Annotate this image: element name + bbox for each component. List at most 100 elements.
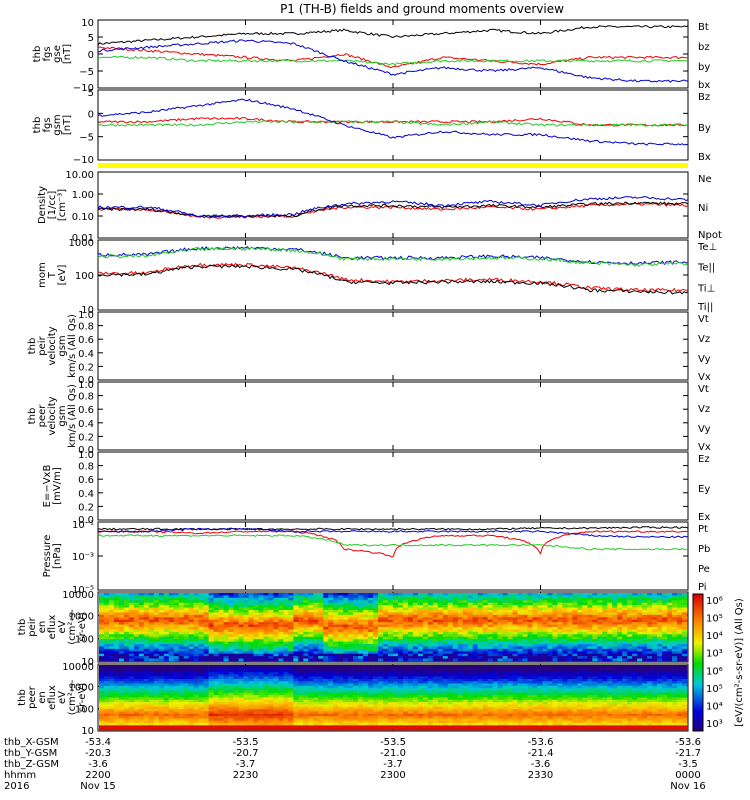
spectrogram-cell: [99, 713, 105, 717]
spectrogram-cell: [517, 612, 523, 616]
spectrogram-cell: [652, 612, 658, 616]
spectrogram-cell: [517, 651, 523, 655]
spectrogram-cell: [183, 671, 189, 675]
spectrogram-cell: [462, 593, 469, 596]
y-axis-label: (cm²-s-: [67, 679, 78, 715]
spectrogram-cell: [228, 720, 234, 724]
spectrogram-cell: [338, 619, 344, 623]
legend-item: Bz: [698, 92, 710, 103]
spectrogram-cell: [647, 602, 653, 606]
spectrogram-cell: [647, 636, 653, 640]
spectrogram-cell: [113, 681, 120, 684]
spectrogram-cell: [497, 627, 503, 630]
spectrogram-cell: [298, 646, 304, 650]
spectrogram-cell: [238, 685, 244, 689]
spectrogram-cell: [268, 629, 274, 633]
spectrogram-cell: [422, 617, 429, 621]
spectrogram-cell: [422, 641, 429, 645]
spectrogram-cell: [427, 610, 434, 613]
spectrogram-cell: [148, 725, 155, 728]
spectrogram-cell: [477, 651, 483, 655]
spectrogram-cell: [383, 593, 389, 596]
spectrogram-cell: [333, 634, 339, 638]
spectrogram-cell: [602, 593, 608, 596]
spectrogram-cell: [662, 627, 668, 630]
spectrogram-cell: [437, 653, 444, 657]
spectrogram-cell: [333, 651, 339, 655]
spectrogram-cell: [128, 692, 135, 696]
spectrogram-cell: [602, 617, 608, 621]
spectrogram-cell: [213, 706, 219, 710]
y-axis-label: fgs: [42, 46, 53, 61]
spectrogram-cell: [113, 627, 120, 630]
spectrogram-cell: [278, 597, 284, 601]
spectrogram-cell: [238, 692, 244, 696]
spectrogram-cell: [667, 646, 673, 650]
spectrogram-cell: [432, 605, 439, 608]
spectrogram-cell: [128, 595, 135, 599]
spectrogram-cell: [592, 631, 598, 635]
spectrogram-cell: [288, 683, 294, 687]
spectrogram-cell: [173, 617, 180, 621]
spectrogram-cell: [203, 631, 209, 635]
spectrogram-cell: [502, 602, 508, 606]
spectrogram-cell: [552, 597, 558, 601]
spectrogram-cell: [492, 653, 498, 657]
spectrogram-cell: [198, 671, 204, 675]
spectrogram-cell: [667, 634, 673, 638]
spectrogram-cell: [103, 634, 110, 638]
spectrogram-cell: [532, 627, 538, 630]
spectrogram-cell: [238, 690, 244, 694]
spectrogram-cell: [582, 617, 588, 621]
spectrogram-cell: [328, 612, 334, 616]
spectrogram-cell: [278, 674, 284, 677]
spectrogram-cell: [622, 644, 628, 647]
spectrogram-cell: [183, 723, 189, 726]
spectrogram-cell: [402, 593, 409, 596]
spectrogram-cell: [263, 711, 269, 715]
spectrogram-cell: [667, 619, 673, 623]
spectrogram-cell: [343, 595, 349, 599]
spectrogram-cell: [412, 631, 419, 635]
spectrogram-cell: [238, 648, 244, 652]
spectrogram-cell: [313, 706, 319, 710]
spectrogram-cell: [153, 709, 160, 712]
spectrogram-cell: [462, 641, 469, 645]
spectrogram-cell: [238, 711, 244, 715]
spectrogram-cell: [318, 678, 324, 682]
series-line-Pi: [97, 527, 689, 539]
spectrogram-cell: [248, 593, 254, 596]
spectrogram-cell: [402, 641, 409, 645]
spectrogram-cell: [103, 702, 110, 705]
spectrogram-cell: [298, 634, 304, 638]
spectrogram-cell: [567, 607, 573, 611]
spectrogram-cell: [552, 624, 558, 628]
spectrogram-cell: [218, 629, 224, 633]
spectrogram-cell: [118, 699, 125, 703]
spectrogram-cell: [308, 683, 314, 687]
spectrogram-cell: [682, 627, 688, 630]
spectrogram-cell: [158, 600, 165, 604]
spectrogram-cell: [622, 612, 628, 616]
spectrogram-cell: [153, 678, 160, 682]
spectrogram-cell: [103, 692, 110, 696]
spectrogram-cell: [497, 641, 503, 645]
spectrogram-cell: [208, 605, 214, 608]
spectrogram-cell: [223, 629, 229, 633]
spectrogram-cell: [173, 725, 180, 728]
spectrogram-cell: [123, 683, 130, 687]
spectrogram-cell: [198, 597, 204, 601]
spectrogram-cell: [303, 622, 309, 625]
legend-item: Ez: [698, 454, 710, 465]
spectrogram-cell: [99, 597, 105, 601]
spectrogram-cell: [203, 593, 209, 596]
spectrogram-cell: [178, 627, 185, 630]
spectrogram-cell: [657, 656, 663, 659]
spectrogram-cell: [233, 720, 239, 724]
spectrogram-cell: [128, 667, 135, 670]
spectrogram-cell: [158, 688, 165, 691]
spectrogram-cell: [457, 646, 464, 650]
spectrogram-cell: [412, 644, 419, 647]
spectrogram-cell: [123, 713, 130, 717]
